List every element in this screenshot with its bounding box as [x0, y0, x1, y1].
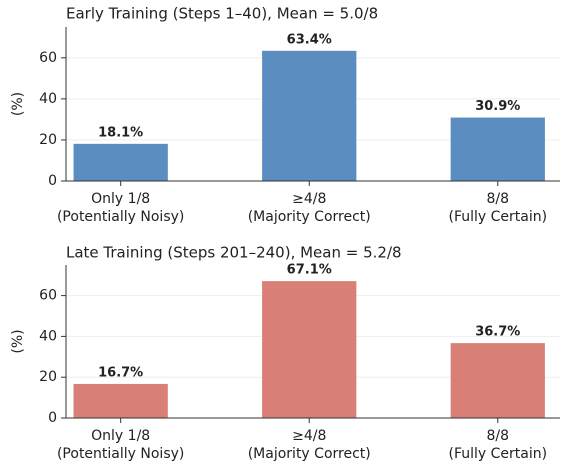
x-tick-label: Only 1/8	[91, 191, 150, 207]
y-tick-label: 60	[39, 288, 57, 304]
x-tick-label: 8/8	[487, 428, 510, 444]
y-tick-label: 0	[48, 173, 57, 189]
bar	[450, 343, 545, 418]
x-tick-label: (Majority Correct)	[248, 209, 371, 225]
bar	[262, 281, 357, 418]
value-label: 67.1%	[287, 263, 332, 278]
x-tick-label: (Majority Correct)	[248, 446, 371, 462]
bar	[450, 117, 545, 181]
x-tick-label: ≥4/8	[292, 428, 326, 444]
y-tick-label: 60	[39, 50, 57, 66]
y-axis-label: (%)	[10, 92, 26, 116]
y-tick-label: 40	[39, 328, 57, 344]
y-tick-label: 0	[48, 410, 57, 426]
value-label: 16.7%	[98, 365, 143, 380]
y-tick-label: 20	[39, 132, 57, 148]
bar	[262, 50, 357, 182]
x-tick-label: (Potentially Noisy)	[57, 446, 184, 462]
x-tick-label: 8/8	[487, 191, 510, 207]
value-label: 18.1%	[98, 125, 143, 140]
value-label: 36.7%	[475, 325, 520, 340]
chart-title: Late Training (Steps 201–240), Mean = 5.…	[66, 244, 402, 262]
value-label: 30.9%	[475, 99, 520, 114]
x-tick-label: (Fully Certain)	[448, 209, 547, 225]
bar	[73, 383, 168, 418]
chart-title: Early Training (Steps 1–40), Mean = 5.0/…	[66, 5, 378, 23]
x-tick-label: (Potentially Noisy)	[57, 209, 184, 225]
bar	[73, 143, 168, 181]
y-tick-label: 20	[39, 369, 57, 385]
x-tick-label: ≥4/8	[292, 191, 326, 207]
x-tick-label: Only 1/8	[91, 428, 150, 444]
x-tick-label: (Fully Certain)	[448, 446, 547, 462]
y-tick-label: 40	[39, 91, 57, 107]
y-axis-label: (%)	[10, 329, 26, 353]
value-label: 63.4%	[287, 32, 332, 47]
